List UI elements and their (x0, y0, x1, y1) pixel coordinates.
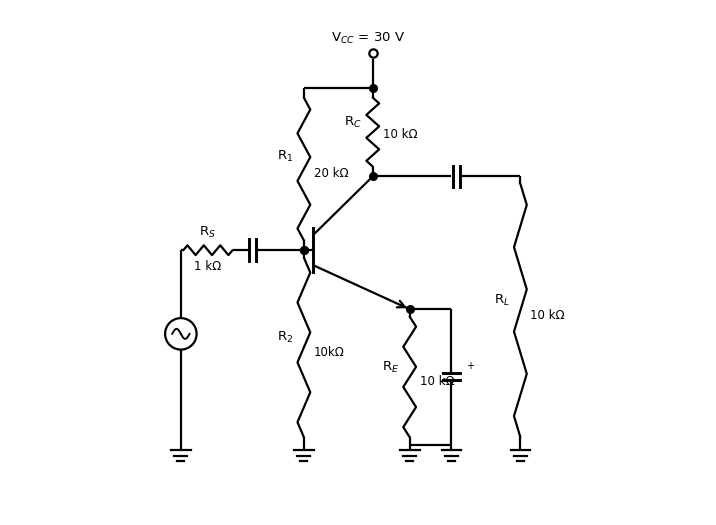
Text: 10 kΩ: 10 kΩ (382, 128, 417, 141)
Text: R$_S$: R$_S$ (200, 225, 216, 240)
Text: +: + (466, 361, 474, 371)
Text: 10kΩ: 10kΩ (314, 346, 344, 359)
Text: R$_L$: R$_L$ (493, 293, 510, 308)
Text: 1 kΩ: 1 kΩ (194, 260, 221, 273)
Text: R$_C$: R$_C$ (344, 114, 362, 130)
Text: R$_1$: R$_1$ (276, 149, 293, 164)
Text: 10 kΩ: 10 kΩ (531, 309, 565, 322)
Text: 20 kΩ: 20 kΩ (314, 167, 349, 181)
Text: 10 kΩ: 10 kΩ (420, 375, 454, 388)
Text: R$_E$: R$_E$ (382, 360, 399, 375)
Text: R$_2$: R$_2$ (277, 330, 293, 345)
Text: V$_{CC}$ = 30 V: V$_{CC}$ = 30 V (331, 31, 405, 46)
